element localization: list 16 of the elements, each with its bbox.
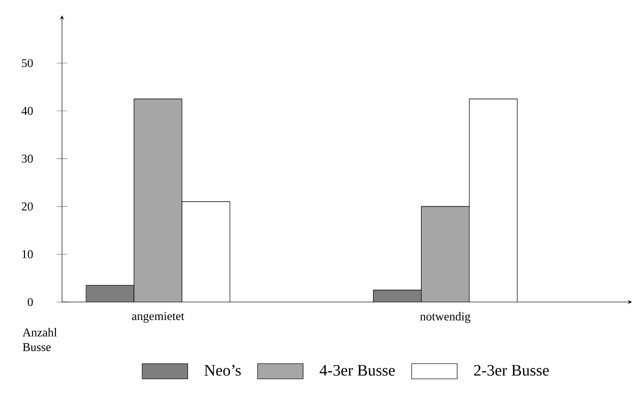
legend-label: Neo’s xyxy=(204,364,241,376)
legend-label: 2-3er Busse xyxy=(474,364,549,376)
y-tick-label: 40 xyxy=(22,106,33,115)
bar xyxy=(373,290,422,302)
y-tick-label: 50 xyxy=(22,59,33,68)
bar xyxy=(134,98,182,302)
y-tick-label: 20 xyxy=(22,202,33,211)
bar xyxy=(421,206,470,302)
bar xyxy=(86,285,134,302)
y-axis-title: Anzahl Busse xyxy=(22,328,57,352)
y-tick-label: 30 xyxy=(22,154,33,163)
x-tick-label: angemietet xyxy=(132,312,184,323)
x-tick-label: notwendig xyxy=(420,312,470,323)
legend-label: 4-3er Busse xyxy=(320,364,395,376)
y-tick-label: 10 xyxy=(22,250,33,258)
y-tick-label: 0 xyxy=(28,298,33,306)
